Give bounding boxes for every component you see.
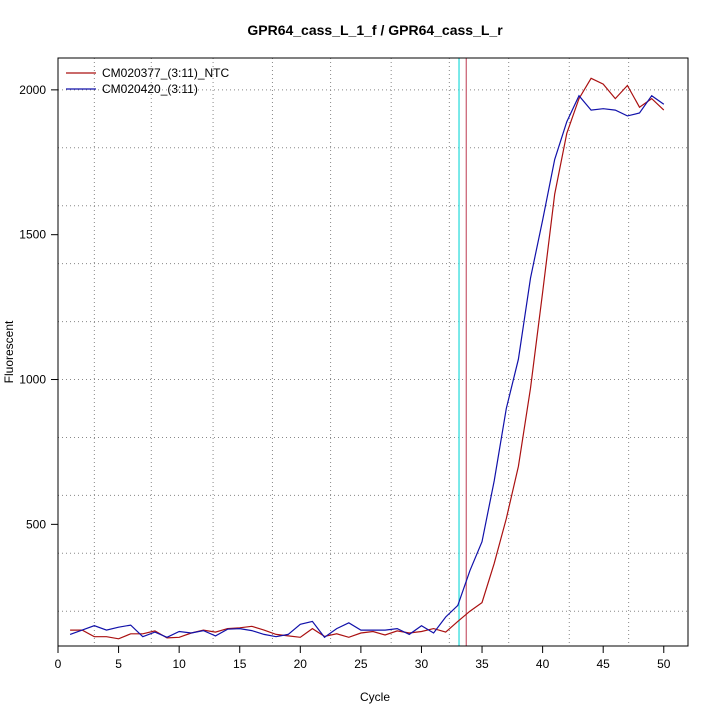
y-tick-label-1: 1000 xyxy=(19,373,46,387)
series-lines xyxy=(69,77,665,640)
x-tick-label-0: 0 xyxy=(55,657,62,671)
legend-label-1: CM020420_(3:11) xyxy=(102,82,198,96)
y-tick-label-2: 1500 xyxy=(19,228,46,242)
x-tick-label-9: 45 xyxy=(597,657,611,671)
y-tick-label-3: 2000 xyxy=(19,83,46,97)
threshold-lines xyxy=(458,58,467,646)
x-tick-label-8: 40 xyxy=(536,657,550,671)
x-tick-label-3: 15 xyxy=(233,657,247,671)
x-tick-label-2: 10 xyxy=(172,657,186,671)
chart-title: GPR64_cass_L_1_f / GPR64_cass_L_r xyxy=(247,22,503,38)
series-line-1 xyxy=(69,94,665,639)
y-tick-label-0: 500 xyxy=(26,517,46,531)
x-tick-label-4: 20 xyxy=(294,657,308,671)
legend: CM020377_(3:11)_NTC CM020420_(3:11) xyxy=(66,66,230,96)
x-tick-label-7: 35 xyxy=(475,657,489,671)
x-axis-label: Cycle xyxy=(360,690,390,704)
legend-label-0: CM020377_(3:11)_NTC xyxy=(102,66,230,80)
series-line-0 xyxy=(70,77,665,640)
x-tick-label-5: 25 xyxy=(354,657,368,671)
x-tick-label-1: 5 xyxy=(115,657,122,671)
x-tick-label-6: 30 xyxy=(415,657,429,671)
x-tick-label-10: 50 xyxy=(657,657,671,671)
grid xyxy=(58,58,688,646)
y-axis: 500 1000 1500 2000 xyxy=(19,83,59,531)
x-axis: 0 5 10 15 20 25 30 35 40 45 50 xyxy=(55,645,671,671)
y-axis-label: Fluorescent xyxy=(2,320,16,383)
